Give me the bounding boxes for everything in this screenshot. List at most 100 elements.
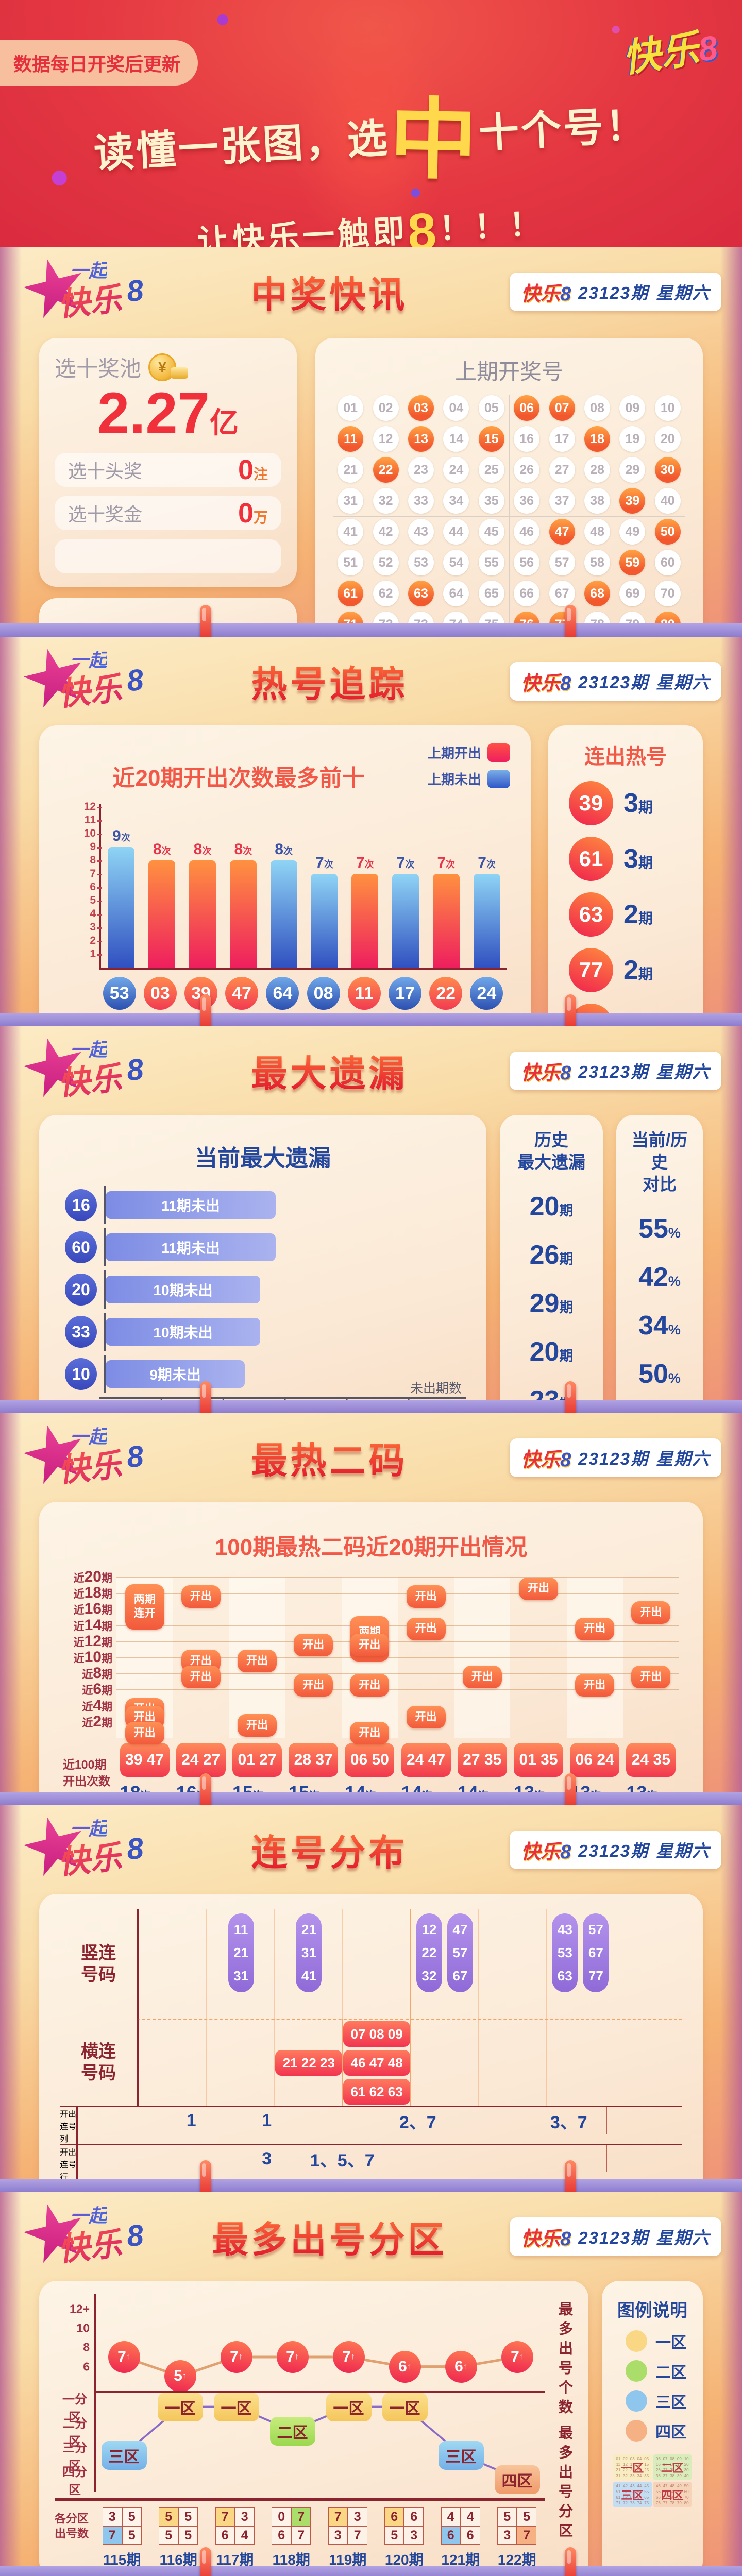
section-consecutive: 一起 快乐 8 连号分布 快乐8 23123期 星期六 竖连 号码 11 21 31 21 31 41… [0, 1805, 742, 2179]
kuaile8-mini-logo-icon: 快乐8 [521, 1449, 571, 1471]
history-values: 20期 26期 29期 20期 23期 [508, 1191, 595, 1400]
hit-marker: 开出 [238, 1650, 277, 1672]
draw-ball: 26 [514, 457, 540, 483]
pairs-x-labels: 39 47 18次 24 2716次01 27 15次 28 37 15次 06 50 14次… [116, 1743, 679, 1792]
pair-numbers: 24 27 [176, 1743, 226, 1777]
zone-dot-icon [626, 2360, 647, 2382]
count-point: 6 ↑ [445, 2350, 477, 2383]
draw-ball: 45 [478, 519, 504, 545]
legend-item: 上期开出 [428, 743, 510, 762]
draw-ball: 02 [373, 395, 399, 421]
draw-ball: 51 [338, 550, 364, 575]
pairs-y-label: 近18期 [73, 1584, 112, 1602]
history-value: 20期 [529, 1191, 574, 1222]
omission-chart-card: 当前最大遗漏 16 11期未出 60 11期未出 20 10期未出 33 10期未出 10 9期未… [39, 1115, 486, 1400]
bar [189, 860, 216, 968]
streak-periods: 2期 [623, 900, 653, 929]
pair-count: 15次 [289, 1782, 338, 1792]
bar-number-ball: 11 [347, 977, 381, 1010]
draw-ball: 67 [549, 581, 575, 606]
section-title: 中奖快讯 [149, 266, 510, 318]
pair-column: 01 35 13次 [513, 1743, 563, 1792]
prize-rows: 选十头奖 0注 选十奖金 0万 [55, 452, 281, 530]
issue-badge: 快乐8 23123期 星期六 [510, 662, 721, 701]
y-tick: 4 [78, 908, 102, 920]
streak-periods: 2期 [623, 955, 653, 985]
prize-label: 选十头奖 [68, 460, 143, 482]
hit-marker: 开出 [125, 1722, 164, 1745]
bar-number-ball: 03 [143, 977, 177, 1010]
section-divider [0, 2160, 742, 2210]
ratio-value: 50% [638, 1359, 681, 1389]
zone-count-cell: 6 [215, 2526, 235, 2545]
omission-row: 60 11期未出 [65, 1228, 466, 1266]
omission-bars: 16 11期未出 60 11期未出 20 10期未出 33 10期未出 10 9期未出 [60, 1186, 466, 1393]
pairs-y-labels: 近20期 近18期 近16期 近14期 近12期 近10期 近8期 近6期 近4期 近2期 [63, 1568, 116, 1738]
section-header: 一起 快乐 8 中奖快讯 快乐8 23123期 星期六 [21, 247, 721, 336]
omission-row: 10 9期未出 [65, 1355, 466, 1393]
section-hot-tracking: 一起 快乐 8 热号追踪 快乐8 23123期 星期六 上期开出 上期未出 近20期开出次… [0, 637, 742, 1013]
draw-ball: 43 [408, 519, 434, 545]
pair-column: 06 24 13次 [570, 1743, 620, 1792]
bar [270, 860, 297, 968]
pair-numbers: 27 35 [457, 1743, 507, 1777]
yiqi-kuaile8-logo-icon: 一起 快乐 8 [21, 2198, 149, 2275]
streak-periods: 3期 [623, 788, 653, 818]
y-tick: 6 [83, 2360, 90, 2374]
gridline [116, 1689, 679, 1690]
draw-ball: 06 [514, 395, 540, 421]
bar-number-ball: 08 [307, 977, 340, 1010]
draw-ball: 07 [549, 395, 575, 421]
zone-count-cell: 5 [122, 2526, 142, 2545]
hit-marker: 开出 [519, 1577, 558, 1600]
count-point: 5 ↑ [164, 2360, 196, 2393]
bar-column: 7次 [345, 854, 385, 968]
issue-week: 星期六 [656, 283, 710, 302]
pairs-y-label: 近20期 [73, 1568, 112, 1585]
draw-ball: 14 [443, 426, 469, 452]
zone-row-label: 三分区 [62, 2441, 87, 2473]
ratio-value: 55% [638, 1213, 681, 1244]
bar-value-label: 8次 [234, 841, 252, 858]
draw-ball: 38 [584, 488, 610, 514]
bar [351, 874, 379, 968]
section-title: 热号追踪 [149, 655, 510, 707]
draw-ball: 41 [338, 519, 364, 545]
y-tick: 8 [83, 2340, 90, 2354]
omission-bar: 11期未出 [106, 1233, 276, 1261]
y-tick: 10 [76, 2321, 90, 2335]
zone-count-cell: 7 [215, 2507, 235, 2526]
yiqi-kuaile8-logo-icon: 一起 快乐 8 [21, 253, 149, 330]
zone-mini-board: 01 02 03 04 05 11 12 13 14 15 21 22 23 24 25 31 32 33 34 35… [613, 2454, 692, 2507]
jackpot-amount: 2.27亿 [97, 381, 239, 445]
omission-number-ball: 16 [65, 1189, 97, 1221]
hot-chart-title: 近20期开出次数最多前十 [112, 766, 365, 791]
table-cell: 3、7 [531, 2107, 607, 2134]
legend-miss-swatch-icon [487, 769, 510, 788]
draw-ball: 39 [619, 488, 646, 514]
streak-item: 77 2期 [562, 948, 689, 992]
y-tick: 2 [78, 935, 102, 947]
pair-count: 14次 [345, 1782, 394, 1792]
draw-ball: 76 [514, 612, 540, 623]
streak-item: 39 3期 [562, 781, 689, 825]
draw-ball: 57 [549, 550, 575, 575]
issue-badge: 快乐8 23123期 星期六 [510, 2217, 721, 2256]
draw-ball: 01 [338, 395, 364, 421]
pair-column: 01 27 15次 [232, 1743, 282, 1792]
draw-number-grid: 01 02 03 04 05 06 07 08 09 10 11 12 13 14 15 16 17 18 19 20… [333, 395, 685, 623]
zone-count-cell: 7 [291, 2507, 311, 2526]
streak-item: 63 2期 [562, 892, 689, 937]
draw-ball: 34 [443, 488, 469, 514]
y-tick: 5 [78, 894, 102, 907]
hit-marker: 开出 [575, 1673, 615, 1697]
draw-ball: 12 [373, 426, 399, 452]
bar-column: 9次 [101, 827, 142, 968]
period-label: 115期 [103, 2552, 141, 2566]
pair-count: 14次 [458, 1782, 507, 1792]
